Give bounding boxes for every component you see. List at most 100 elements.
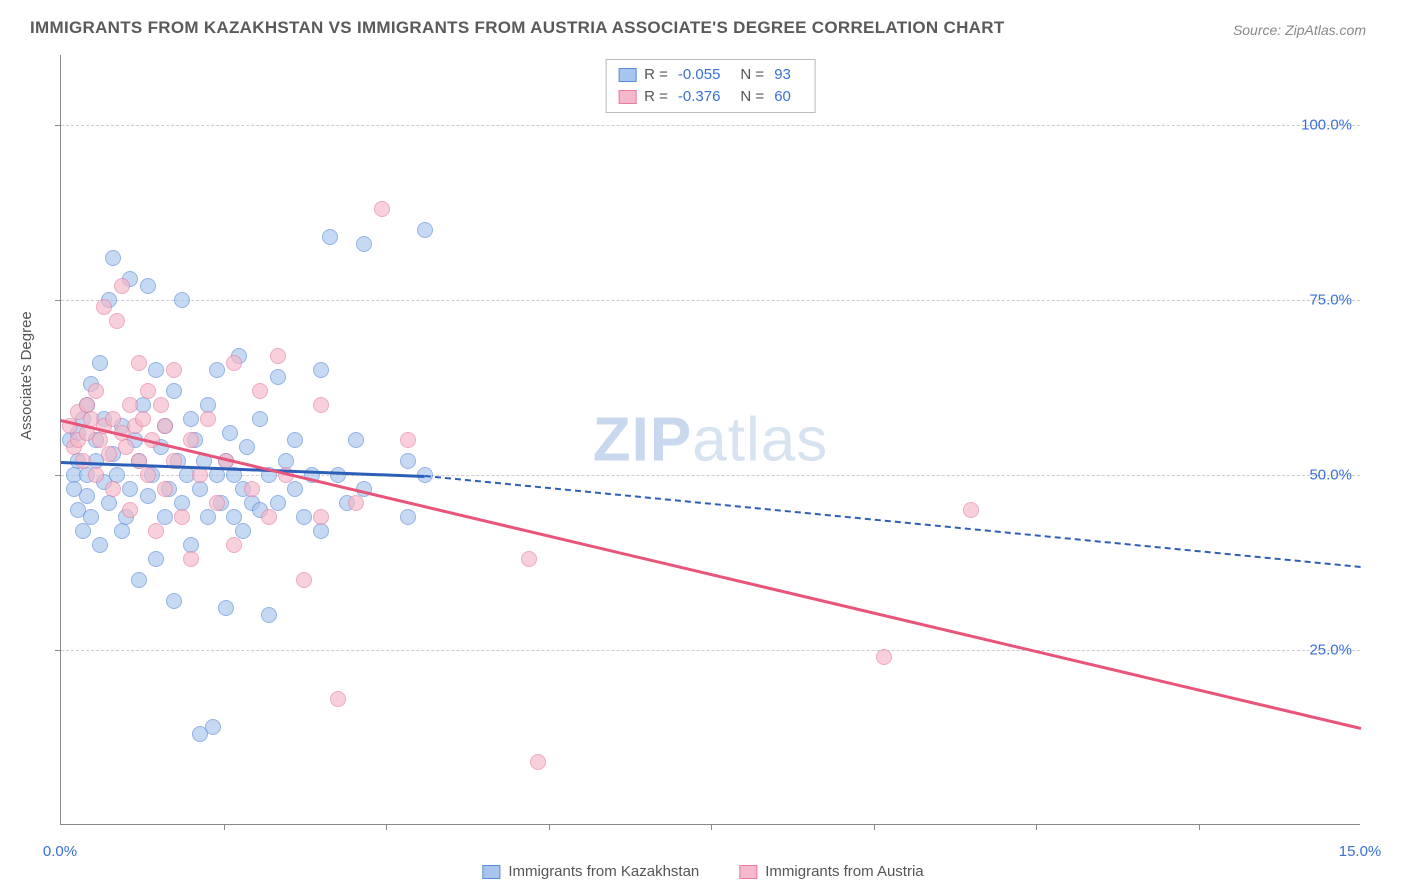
scatter-point (270, 369, 286, 385)
scatter-point (239, 439, 255, 455)
ytick-label: 100.0% (1301, 117, 1352, 134)
scatter-point (183, 411, 199, 427)
swatch-series-0 (618, 68, 636, 82)
n-value-1: 60 (774, 86, 791, 108)
scatter-point (218, 600, 234, 616)
scatter-point (83, 509, 99, 525)
scatter-point (270, 348, 286, 364)
chart-container: IMMIGRANTS FROM KAZAKHSTAN VS IMMIGRANTS… (0, 0, 1406, 892)
gridline (61, 650, 1360, 651)
scatter-point (200, 411, 216, 427)
scatter-point (148, 551, 164, 567)
swatch-series-1 (739, 865, 757, 879)
scatter-point (140, 383, 156, 399)
ytick-label: 50.0% (1309, 467, 1352, 484)
scatter-point (114, 523, 130, 539)
scatter-point (313, 509, 329, 525)
scatter-point (226, 537, 242, 553)
scatter-point (296, 509, 312, 525)
scatter-point (157, 481, 173, 497)
scatter-point (183, 551, 199, 567)
legend-label-0: Immigrants from Kazakhstan (508, 863, 699, 880)
scatter-point (417, 222, 433, 238)
scatter-point (88, 467, 104, 483)
gridline (61, 300, 1360, 301)
n-label: N = (740, 86, 764, 108)
scatter-point (148, 523, 164, 539)
scatter-point (92, 355, 108, 371)
scatter-point (348, 432, 364, 448)
scatter-point (109, 313, 125, 329)
scatter-point (192, 467, 208, 483)
scatter-point (521, 551, 537, 567)
scatter-point (235, 523, 251, 539)
legend-label-1: Immigrants from Austria (765, 863, 923, 880)
scatter-point (252, 411, 268, 427)
scatter-point (348, 495, 364, 511)
xtick-label: 0.0% (43, 843, 77, 860)
scatter-point (400, 509, 416, 525)
scatter-point (200, 509, 216, 525)
scatter-point (131, 572, 147, 588)
scatter-point (105, 481, 121, 497)
scatter-point (330, 467, 346, 483)
scatter-point (88, 383, 104, 399)
scatter-point (192, 481, 208, 497)
r-label: R = (644, 64, 668, 86)
chart-title: IMMIGRANTS FROM KAZAKHSTAN VS IMMIGRANTS… (30, 18, 1005, 38)
scatter-point (244, 481, 260, 497)
scatter-point (287, 432, 303, 448)
n-value-0: 93 (774, 64, 791, 86)
scatter-point (131, 355, 147, 371)
scatter-point (400, 432, 416, 448)
scatter-point (140, 467, 156, 483)
scatter-point (135, 411, 151, 427)
source-attribution: Source: ZipAtlas.com (1233, 22, 1366, 38)
scatter-point (183, 432, 199, 448)
scatter-point (166, 593, 182, 609)
scatter-point (153, 397, 169, 413)
stats-legend-row: R = -0.055 N = 93 (618, 64, 803, 86)
scatter-point (96, 299, 112, 315)
swatch-series-0 (482, 865, 500, 879)
r-value-1: -0.376 (678, 86, 721, 108)
scatter-point (157, 418, 173, 434)
scatter-point (313, 362, 329, 378)
scatter-point (166, 383, 182, 399)
scatter-point (963, 502, 979, 518)
legend-item-1: Immigrants from Austria (739, 863, 923, 880)
legend-item-0: Immigrants from Kazakhstan (482, 863, 699, 880)
gridline (61, 125, 1360, 126)
scatter-point (322, 229, 338, 245)
trend-line-extrapolated (425, 475, 1361, 568)
xtick-label: 15.0% (1339, 843, 1382, 860)
scatter-point (140, 488, 156, 504)
scatter-point (101, 495, 117, 511)
gridline (61, 475, 1360, 476)
ytick-label: 25.0% (1309, 642, 1352, 659)
scatter-point (209, 362, 225, 378)
y-axis-label: Associate's Degree (18, 311, 35, 440)
scatter-point (222, 425, 238, 441)
scatter-point (166, 362, 182, 378)
scatter-point (118, 439, 134, 455)
scatter-point (174, 292, 190, 308)
scatter-point (209, 495, 225, 511)
scatter-point (205, 719, 221, 735)
scatter-point (174, 509, 190, 525)
scatter-point (530, 754, 546, 770)
scatter-point (105, 250, 121, 266)
plot-area: ZIPatlas R = -0.055 N = 93 R = -0.376 N … (60, 55, 1360, 825)
scatter-point (330, 691, 346, 707)
scatter-point (400, 453, 416, 469)
scatter-point (122, 481, 138, 497)
scatter-point (313, 397, 329, 413)
scatter-point (114, 278, 130, 294)
scatter-point (356, 236, 372, 252)
scatter-point (157, 509, 173, 525)
scatter-point (92, 537, 108, 553)
scatter-point (122, 397, 138, 413)
scatter-point (270, 495, 286, 511)
trend-line (61, 419, 1362, 729)
scatter-point (261, 607, 277, 623)
